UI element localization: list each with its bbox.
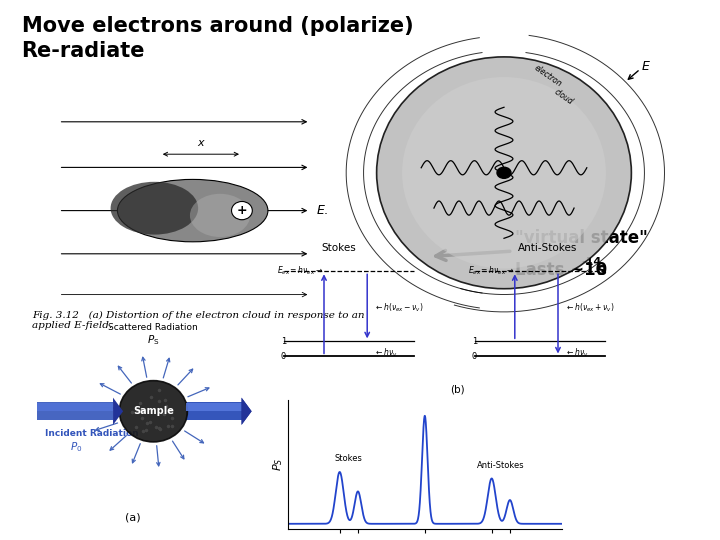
Text: Incident Radiation: Incident Radiation <box>45 429 139 438</box>
Ellipse shape <box>111 182 198 234</box>
Bar <box>186 403 242 411</box>
Text: cloud: cloud <box>552 87 575 106</box>
Bar <box>186 402 242 420</box>
Text: 1: 1 <box>472 337 477 346</box>
Circle shape <box>120 381 187 442</box>
Y-axis label: $P_S$: $P_S$ <box>271 458 285 471</box>
Text: $\leftarrow h\nu_v$: $\leftarrow h\nu_v$ <box>374 346 398 359</box>
Text: +: + <box>237 204 247 217</box>
Polygon shape <box>242 397 252 425</box>
Text: $P_\mathrm{S}$: $P_\mathrm{S}$ <box>147 333 160 347</box>
Polygon shape <box>242 397 252 425</box>
Bar <box>37 402 113 420</box>
Text: Fig. 3.12   (a) Distortion of the electron cloud in response to an
applied E-fie: Fig. 3.12 (a) Distortion of the electron… <box>32 310 365 330</box>
Text: (a): (a) <box>125 512 141 522</box>
Text: Sample: Sample <box>133 406 174 416</box>
Text: $\leftarrow h\nu_v$: $\leftarrow h\nu_v$ <box>565 346 589 359</box>
Text: $P_0$: $P_0$ <box>71 440 83 454</box>
Text: "virtual state": "virtual state" <box>515 228 648 247</box>
Text: -14: -14 <box>581 257 601 267</box>
Text: (b): (b) <box>450 384 464 394</box>
Text: $E_{ex}=h\nu_{ex}\rightarrow$: $E_{ex}=h\nu_{ex}\rightarrow$ <box>468 264 514 276</box>
Bar <box>37 403 113 411</box>
Text: Stokes: Stokes <box>321 242 356 253</box>
Text: 0: 0 <box>281 352 286 361</box>
Text: x: x <box>197 138 204 148</box>
Text: 1: 1 <box>281 337 286 346</box>
Polygon shape <box>113 397 123 425</box>
Text: Move electrons around (polarize)
Re-radiate: Move electrons around (polarize) Re-radi… <box>22 16 413 61</box>
Text: $E_{ex}=h\nu_{ex}\rightarrow$: $E_{ex}=h\nu_{ex}\rightarrow$ <box>277 264 323 276</box>
Text: Scattered Radiation: Scattered Radiation <box>109 322 198 332</box>
Ellipse shape <box>117 179 268 242</box>
Text: Lasts ~10: Lasts ~10 <box>515 261 607 279</box>
Text: $E.$: $E.$ <box>316 204 328 217</box>
Text: s: s <box>596 261 606 279</box>
Text: E: E <box>642 60 649 73</box>
Text: Anti-Stokes: Anti-Stokes <box>518 242 577 253</box>
Text: Anti-Stokes: Anti-Stokes <box>477 461 525 470</box>
Circle shape <box>497 167 511 178</box>
Text: 0: 0 <box>472 352 477 361</box>
Text: Stokes: Stokes <box>335 454 363 463</box>
Text: $\leftarrow h(\nu_{ex}+\nu_v)$: $\leftarrow h(\nu_{ex}+\nu_v)$ <box>565 301 615 314</box>
Bar <box>186 403 242 411</box>
Text: $\leftarrow h(\nu_{ex}-\nu_v)$: $\leftarrow h(\nu_{ex}-\nu_v)$ <box>374 301 424 314</box>
Ellipse shape <box>402 77 606 268</box>
Ellipse shape <box>190 194 250 237</box>
Bar <box>186 402 242 420</box>
Circle shape <box>232 201 252 220</box>
Ellipse shape <box>377 57 631 289</box>
Text: electron: electron <box>532 64 563 89</box>
